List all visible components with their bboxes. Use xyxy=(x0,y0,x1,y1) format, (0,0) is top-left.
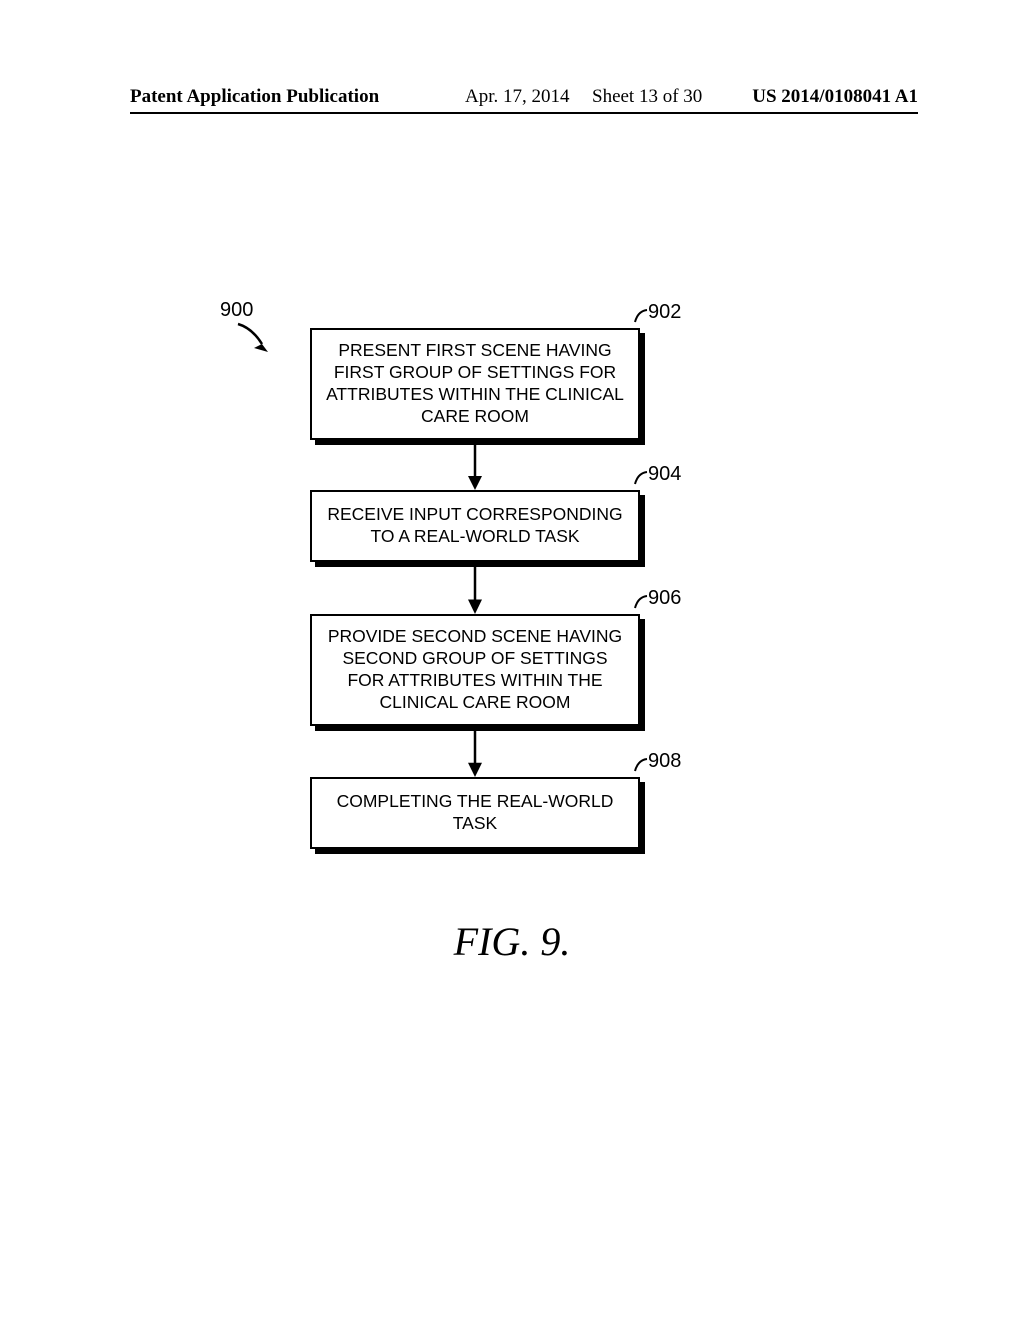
figure-caption: FIG. 9. xyxy=(0,918,1024,965)
ref-hook-icon xyxy=(632,757,648,773)
flow-arrow xyxy=(465,562,485,614)
flow-box-904: RECEIVE INPUT CORRESPONDING TO A REAL-WO… xyxy=(310,490,640,562)
flow-box-908: COMPLETING THE REAL-WORLD TASK xyxy=(310,777,640,849)
flow-box-902: PRESENT FIRST SCENE HAVING FIRST GROUP O… xyxy=(310,328,640,440)
flow-box-906: PROVIDE SECOND SCENE HAVING SECOND GROUP… xyxy=(310,614,640,726)
flow-arrow xyxy=(465,726,485,777)
ref-hook-icon xyxy=(632,594,648,610)
flow-arrow xyxy=(465,440,485,490)
flow-box-text: RECEIVE INPUT CORRESPONDING TO A REAL-WO… xyxy=(326,504,624,548)
flow-ref-902: 902 xyxy=(648,301,681,324)
ref-hook-icon xyxy=(632,470,648,486)
header-sheet: Sheet 13 of 30 xyxy=(592,86,702,108)
flow-box-text: PRESENT FIRST SCENE HAVING FIRST GROUP O… xyxy=(326,340,624,428)
flowchart-pointer-arrow xyxy=(234,322,274,356)
page: Patent Application Publication Apr. 17, … xyxy=(0,0,1024,1320)
flow-ref-904: 904 xyxy=(648,463,681,486)
header-publication-type: Patent Application Publication xyxy=(130,86,379,108)
flow-box-text: COMPLETING THE REAL-WORLD TASK xyxy=(326,791,624,835)
header-pub-number: US 2014/0108041 A1 xyxy=(752,86,918,108)
flow-ref-906: 906 xyxy=(648,587,681,610)
flowchart-ref-900: 900 xyxy=(220,299,253,322)
ref-hook-icon xyxy=(632,308,648,324)
page-header: Patent Application Publication Apr. 17, … xyxy=(130,86,918,114)
header-date: Apr. 17, 2014 xyxy=(465,86,570,108)
flow-ref-908: 908 xyxy=(648,750,681,773)
flow-box-text: PROVIDE SECOND SCENE HAVING SECOND GROUP… xyxy=(326,626,624,714)
